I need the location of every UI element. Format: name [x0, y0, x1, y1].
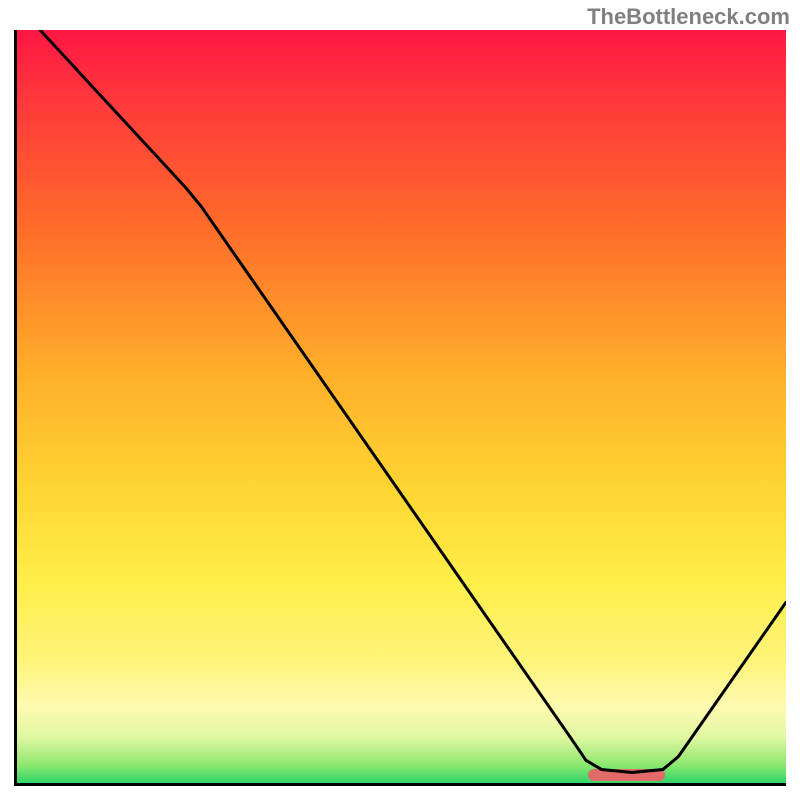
plot-area	[14, 30, 786, 786]
bottleneck-chart: TheBottleneck.com	[0, 0, 800, 800]
bottleneck-curve	[17, 30, 786, 783]
watermark-text: TheBottleneck.com	[587, 4, 790, 30]
curve-polyline	[40, 30, 786, 772]
